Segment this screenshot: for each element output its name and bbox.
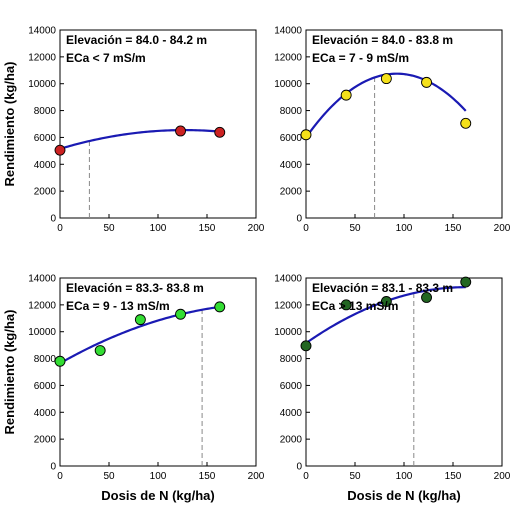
- data-point: [175, 308, 186, 320]
- y-tick-label: 6000: [280, 381, 303, 392]
- y-tick-label: 0: [50, 214, 56, 225]
- fit-curve: [59, 305, 220, 365]
- data-point: [214, 126, 226, 138]
- data-point: [380, 296, 392, 307]
- y-tick-label: 6000: [34, 381, 57, 392]
- data-point: [421, 292, 432, 303]
- data-point: [340, 299, 352, 311]
- y-tick-label: 14000: [274, 26, 302, 37]
- y-tick-label: 12000: [28, 300, 56, 311]
- y-tick-label: 0: [50, 462, 56, 473]
- y-tick-label: 4000: [280, 160, 303, 171]
- x-tick-label: 200: [248, 223, 265, 234]
- panel-annotation: ECa = 7 - 9 mS/m: [312, 51, 409, 65]
- y-tick-label: 10000: [274, 327, 302, 338]
- data-point: [175, 125, 186, 137]
- x-tick-label: 50: [103, 223, 115, 234]
- y-tick-label: 14000: [274, 274, 302, 285]
- y-tick-label: 2000: [280, 187, 303, 198]
- y-tick-label: 10000: [28, 327, 56, 338]
- panel-annotation: ECa = 9 - 13 mS/m: [66, 299, 170, 313]
- panel-2: 0 2000 4000 6000 8000 10000 12000 14000 0 50 100 15…: [274, 26, 511, 235]
- x-tick-label: 150: [199, 471, 216, 482]
- panel-3: 0 2000 4000 6000 8000 10000 12000 14000 0 50 100 15…: [2, 274, 265, 504]
- x-tick-label: 0: [57, 471, 63, 482]
- x-tick-label: 50: [349, 471, 361, 482]
- data-point: [340, 89, 352, 101]
- panel-4: 0 2000 4000 6000 8000 10000 12000 14000 0 50 100 15…: [274, 274, 511, 504]
- x-tick-label: 150: [199, 223, 216, 234]
- y-tick-label: 10000: [274, 79, 302, 90]
- data-point: [54, 355, 66, 367]
- y-tick-label: 6000: [34, 133, 57, 144]
- panel-annotation: ECa > 13 mS/m: [312, 299, 398, 313]
- y-tick-label: 8000: [280, 106, 303, 117]
- y-tick-label: 4000: [280, 408, 303, 419]
- data-point: [134, 314, 146, 326]
- y-tick-label: 10000: [28, 79, 56, 90]
- y-axis-label: Rendimiento (kg/ha): [2, 310, 17, 435]
- x-tick-label: 100: [396, 471, 413, 482]
- data-point: [460, 276, 472, 288]
- x-tick-label: 200: [494, 471, 511, 482]
- x-axis-label: Dosis de N (kg/ha): [347, 488, 460, 503]
- x-axis-label: Dosis de N (kg/ha): [101, 488, 214, 503]
- x-tick-label: 50: [103, 471, 115, 482]
- y-tick-label: 8000: [280, 354, 303, 365]
- panel-annotation: ECa < 7 mS/m: [66, 51, 146, 65]
- y-tick-label: 8000: [34, 106, 57, 117]
- y-tick-label: 0: [296, 462, 302, 473]
- y-tick-label: 4000: [34, 160, 57, 171]
- x-tick-label: 100: [396, 223, 413, 234]
- fit-curve: [59, 128, 220, 150]
- panel-annotation: Elevación = 84.0 - 83.8 m: [312, 33, 453, 47]
- data-point: [300, 340, 312, 352]
- y-tick-label: 8000: [34, 354, 57, 365]
- x-tick-label: 50: [349, 223, 361, 234]
- data-point: [421, 76, 432, 88]
- y-tick-label: 2000: [280, 435, 303, 446]
- panel-1: 0 2000 4000 6000 8000 10000 12000 14000 0 50 100 15…: [2, 26, 265, 235]
- panel-annotation: Elevación = 83.3- 83.8 m: [66, 281, 204, 295]
- y-tick-label: 14000: [28, 274, 56, 285]
- data-point: [380, 73, 392, 85]
- y-tick-label: 6000: [280, 133, 303, 144]
- x-tick-label: 150: [445, 471, 462, 482]
- x-tick-label: 200: [494, 223, 511, 234]
- panel-annotation: Elevación = 84.0 - 84.2 m: [66, 33, 207, 47]
- x-tick-label: 100: [150, 471, 167, 482]
- data-point: [214, 301, 226, 313]
- x-tick-label: 0: [57, 223, 63, 234]
- y-tick-label: 2000: [34, 435, 57, 446]
- data-point: [460, 117, 472, 129]
- y-tick-label: 12000: [274, 52, 302, 63]
- data-point: [94, 345, 106, 356]
- x-tick-label: 0: [303, 223, 309, 234]
- data-point: [54, 144, 66, 156]
- y-tick-label: 2000: [34, 187, 57, 198]
- x-tick-label: 100: [150, 223, 167, 234]
- y-tick-label: 12000: [274, 300, 302, 311]
- y-tick-label: 12000: [28, 52, 56, 63]
- x-tick-label: 200: [248, 471, 265, 482]
- x-tick-label: 0: [303, 471, 309, 482]
- fit-curve: [305, 286, 466, 345]
- x-tick-label: 150: [445, 223, 462, 234]
- y-tick-label: 14000: [28, 26, 56, 37]
- panel-annotation: Elevación = 83.1 - 83.3 m: [312, 281, 453, 295]
- data-point: [300, 129, 312, 141]
- y-tick-label: 0: [296, 214, 302, 225]
- y-axis-label: Rendimiento (kg/ha): [2, 62, 17, 187]
- y-tick-label: 4000: [34, 408, 57, 419]
